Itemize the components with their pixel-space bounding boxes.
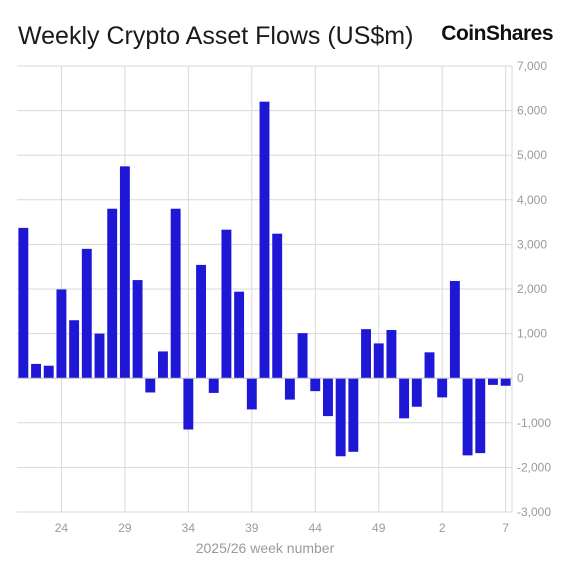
x-tick-label: 7 [502,521,509,535]
y-tick-label: -2,000 [517,460,551,474]
bar-week-40 [259,101,270,379]
bar-week-38 [234,291,245,379]
bar-week-45 [323,378,333,417]
bar-week-23 [43,365,54,379]
bar-week-25 [69,320,80,379]
bar-week-47 [348,378,359,452]
x-tick-label: 29 [118,521,132,535]
bar-week-48 [361,329,371,379]
bar-week-21 [18,227,29,379]
bar-week-50 [386,330,397,379]
y-tick-label: -1,000 [517,416,551,430]
x-axis-ticks: 24 29 34 39 44 49 2 7 [55,521,510,535]
bar-week-2 [437,378,448,398]
x-tick-label: 44 [309,521,323,535]
chart-title: Weekly Crypto Asset Flows (US$m) [18,22,414,50]
bar-week-4 [462,378,473,456]
bar-week-31 [145,378,156,393]
y-tick-label: 0 [517,371,524,385]
x-tick-label: 2 [439,521,446,535]
bar-week-39 [246,378,257,410]
bar-week-3 [449,280,460,379]
y-tick-label: -3,000 [517,505,551,519]
bar-week-36 [208,378,219,393]
bar-week-46 [335,378,346,457]
bar-week-5 [475,378,486,454]
bar-week-26 [81,248,92,379]
bar-week-30 [132,280,143,379]
bar-week-43 [297,333,308,379]
y-tick-label: 5,000 [517,148,547,162]
bar-week-6 [488,378,498,385]
bar-week-29 [119,166,130,379]
bar-week-42 [284,378,295,400]
bar-week-1 [424,352,435,379]
y-tick-label: 4,000 [517,193,547,207]
coinshares-logo: CoinShares [441,22,553,45]
bar-week-32 [158,351,168,379]
bar-week-51 [399,378,410,419]
x-tick-label: 24 [55,521,69,535]
x-tick-label: 39 [245,521,259,535]
bar-week-7 [500,378,511,386]
bar-week-22 [31,363,41,379]
bar-week-28 [107,208,118,379]
bar-week-24 [56,289,67,379]
bar-week-44 [310,378,321,392]
y-tick-label: 1,000 [517,327,547,341]
bar-week-34 [183,378,194,430]
bar-week-27 [94,333,105,379]
y-axis-ticks: 7,000 6,000 5,000 4,000 3,000 2,000 1,000 0 -1,0… [517,59,551,519]
y-tick-label: 6,000 [517,104,547,118]
y-tick-label: 2,000 [517,282,547,296]
bar-week-41 [272,233,283,379]
bar-week-49 [373,343,384,379]
bar-week-37 [221,229,232,379]
y-tick-label: 7,000 [517,59,547,73]
bar-week-52 [411,378,422,407]
bar-week-35 [196,264,206,379]
bar-week-33 [170,208,181,379]
x-axis-label: 2025/26 week number [196,540,335,556]
bars [17,101,512,457]
x-tick-label: 34 [182,521,196,535]
x-tick-label: 49 [372,521,386,535]
y-tick-label: 3,000 [517,237,547,251]
